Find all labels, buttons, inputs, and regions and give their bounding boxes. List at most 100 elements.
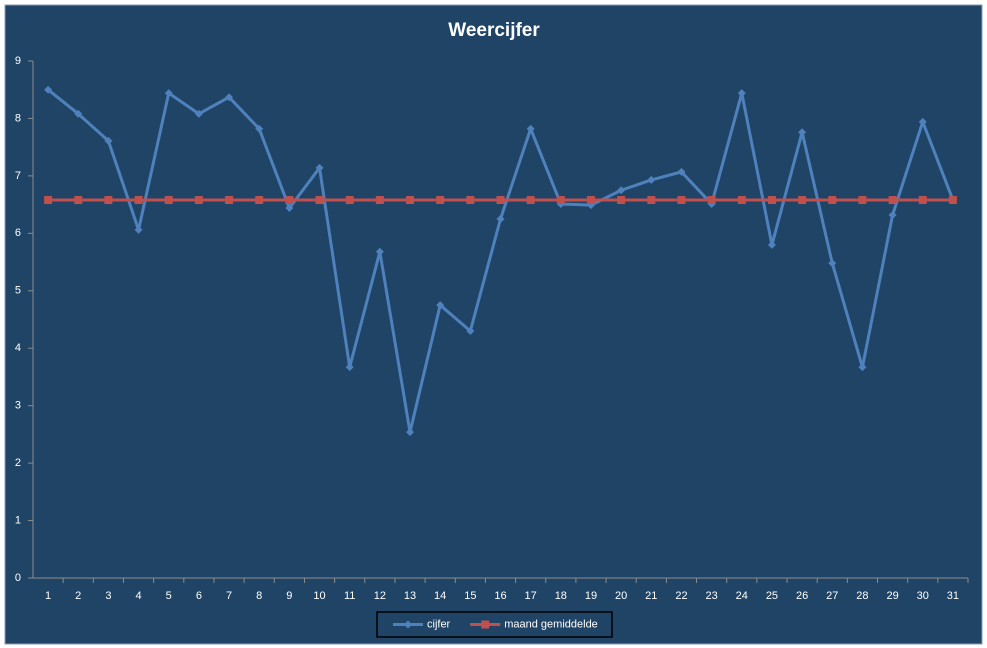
marker [255, 196, 264, 205]
x-tick-label: 21 [645, 590, 657, 602]
marker [466, 196, 475, 205]
x-tick-label: 29 [886, 590, 898, 602]
marker [828, 259, 837, 268]
x-tick-label: 23 [706, 590, 718, 602]
y-tick-label: 5 [15, 285, 21, 297]
x-tick-label: 13 [404, 590, 416, 602]
marker [677, 196, 686, 205]
marker [737, 196, 746, 205]
x-tick-label: 26 [796, 590, 808, 602]
x-tick-label: 2 [75, 590, 81, 602]
x-tick-label: 19 [585, 590, 597, 602]
marker [225, 196, 234, 205]
chart-background [4, 4, 983, 645]
marker [315, 196, 324, 205]
marker [556, 196, 565, 205]
marker [737, 89, 746, 98]
y-tick-label: 8 [15, 112, 21, 124]
marker [798, 196, 807, 205]
x-tick-label: 18 [555, 590, 567, 602]
legend-label: cijfer [427, 618, 451, 630]
marker [255, 124, 264, 133]
marker [617, 186, 626, 195]
marker [617, 196, 626, 205]
marker [948, 196, 957, 205]
marker [164, 89, 173, 98]
marker [707, 196, 716, 205]
marker [44, 85, 53, 94]
marker [375, 196, 384, 205]
x-tick-label: 4 [136, 590, 142, 602]
marker [375, 247, 384, 256]
marker [466, 326, 475, 335]
marker [888, 196, 897, 205]
marker [496, 214, 505, 223]
marker [436, 196, 445, 205]
marker [858, 196, 867, 205]
marker [315, 163, 324, 172]
marker [586, 196, 595, 205]
marker [225, 93, 234, 102]
x-tick-label: 28 [856, 590, 868, 602]
legend-marker [404, 620, 412, 629]
marker [798, 128, 807, 137]
y-tick-label: 9 [15, 55, 21, 67]
y-tick-label: 7 [15, 170, 21, 182]
chart-title: Weercijfer [448, 20, 540, 41]
marker [767, 196, 776, 205]
x-tick-label: 5 [166, 590, 172, 602]
x-tick-label: 12 [374, 590, 386, 602]
y-tick-label: 6 [15, 227, 21, 239]
marker [406, 196, 415, 205]
y-tick-label: 3 [15, 400, 21, 412]
x-tick-label: 16 [494, 590, 506, 602]
y-tick-label: 4 [15, 342, 21, 354]
x-tick-label: 20 [615, 590, 627, 602]
x-tick-label: 22 [675, 590, 687, 602]
marker [918, 117, 927, 126]
x-tick-label: 24 [736, 590, 748, 602]
marker [858, 363, 867, 372]
x-tick-label: 3 [105, 590, 111, 602]
marker [74, 109, 83, 118]
marker [526, 196, 535, 205]
marker [44, 196, 53, 205]
x-tick-label: 6 [196, 590, 202, 602]
legend-marker [481, 620, 490, 629]
x-tick-label: 8 [256, 590, 262, 602]
x-tick-label: 25 [766, 590, 778, 602]
marker [677, 167, 686, 176]
marker [526, 124, 535, 133]
x-tick-label: 11 [344, 590, 355, 602]
marker [406, 428, 415, 437]
marker [647, 175, 656, 184]
marker [285, 204, 294, 213]
marker [436, 301, 445, 310]
x-tick-label: 10 [313, 590, 325, 602]
x-tick-label: 7 [226, 590, 232, 602]
marker [345, 196, 354, 205]
marker [194, 109, 203, 118]
x-tick-label: 30 [917, 590, 929, 602]
marker [74, 196, 83, 205]
y-tick-label: 1 [15, 514, 21, 526]
x-tick-label: 9 [286, 590, 292, 602]
marker [888, 210, 897, 219]
y-tick-label: 0 [15, 572, 21, 584]
x-tick-label: 31 [947, 590, 959, 602]
marker [104, 196, 113, 205]
x-tick-label: 27 [826, 590, 838, 602]
marker [345, 363, 354, 372]
marker [164, 196, 173, 205]
marker [496, 196, 505, 205]
x-tick-label: 17 [525, 590, 537, 602]
marker [647, 196, 656, 205]
marker [104, 136, 113, 145]
marker [285, 196, 294, 205]
y-tick-label: 2 [15, 457, 21, 469]
legend-label: maand gemiddelde [504, 618, 598, 630]
x-tick-label: 14 [434, 590, 446, 602]
x-tick-label: 15 [464, 590, 476, 602]
